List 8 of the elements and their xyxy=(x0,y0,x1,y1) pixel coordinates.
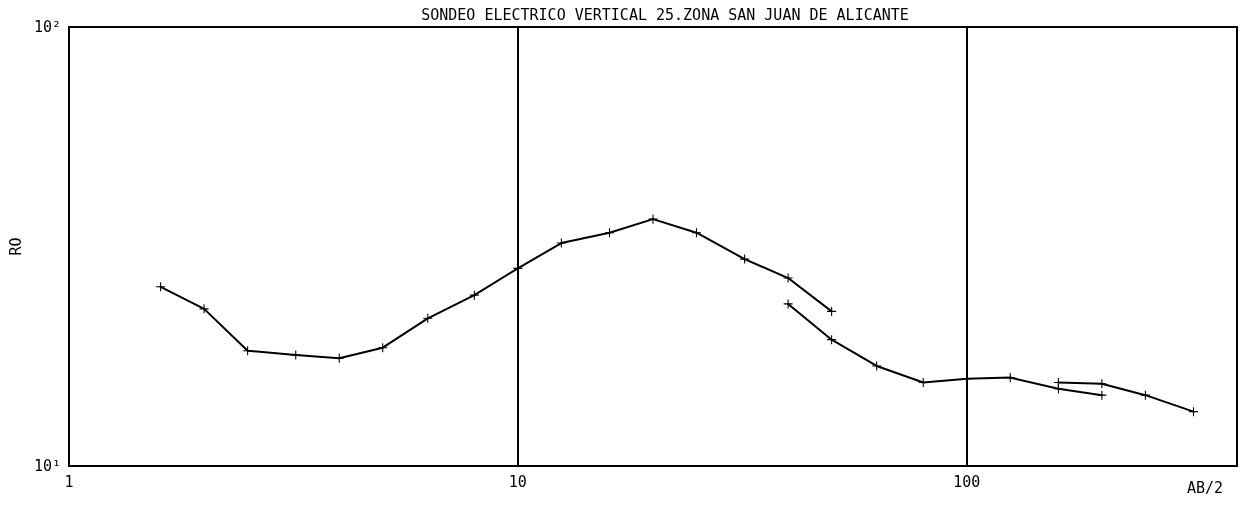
x-tick-label: 100 xyxy=(953,472,981,491)
x-tick-label: 1 xyxy=(64,472,74,491)
y-tick-label: 10² xyxy=(33,18,61,36)
y-axis-title: RO xyxy=(6,237,25,256)
chart-title: SONDEO ELECTRICO VERTICAL 25.ZONA SAN JUAN DE ALICANTE xyxy=(421,5,909,24)
x-axis-title: AB/2 xyxy=(1187,478,1224,497)
x-tick-label: 10 xyxy=(508,472,527,491)
y-tick-label: 10¹ xyxy=(33,457,61,475)
